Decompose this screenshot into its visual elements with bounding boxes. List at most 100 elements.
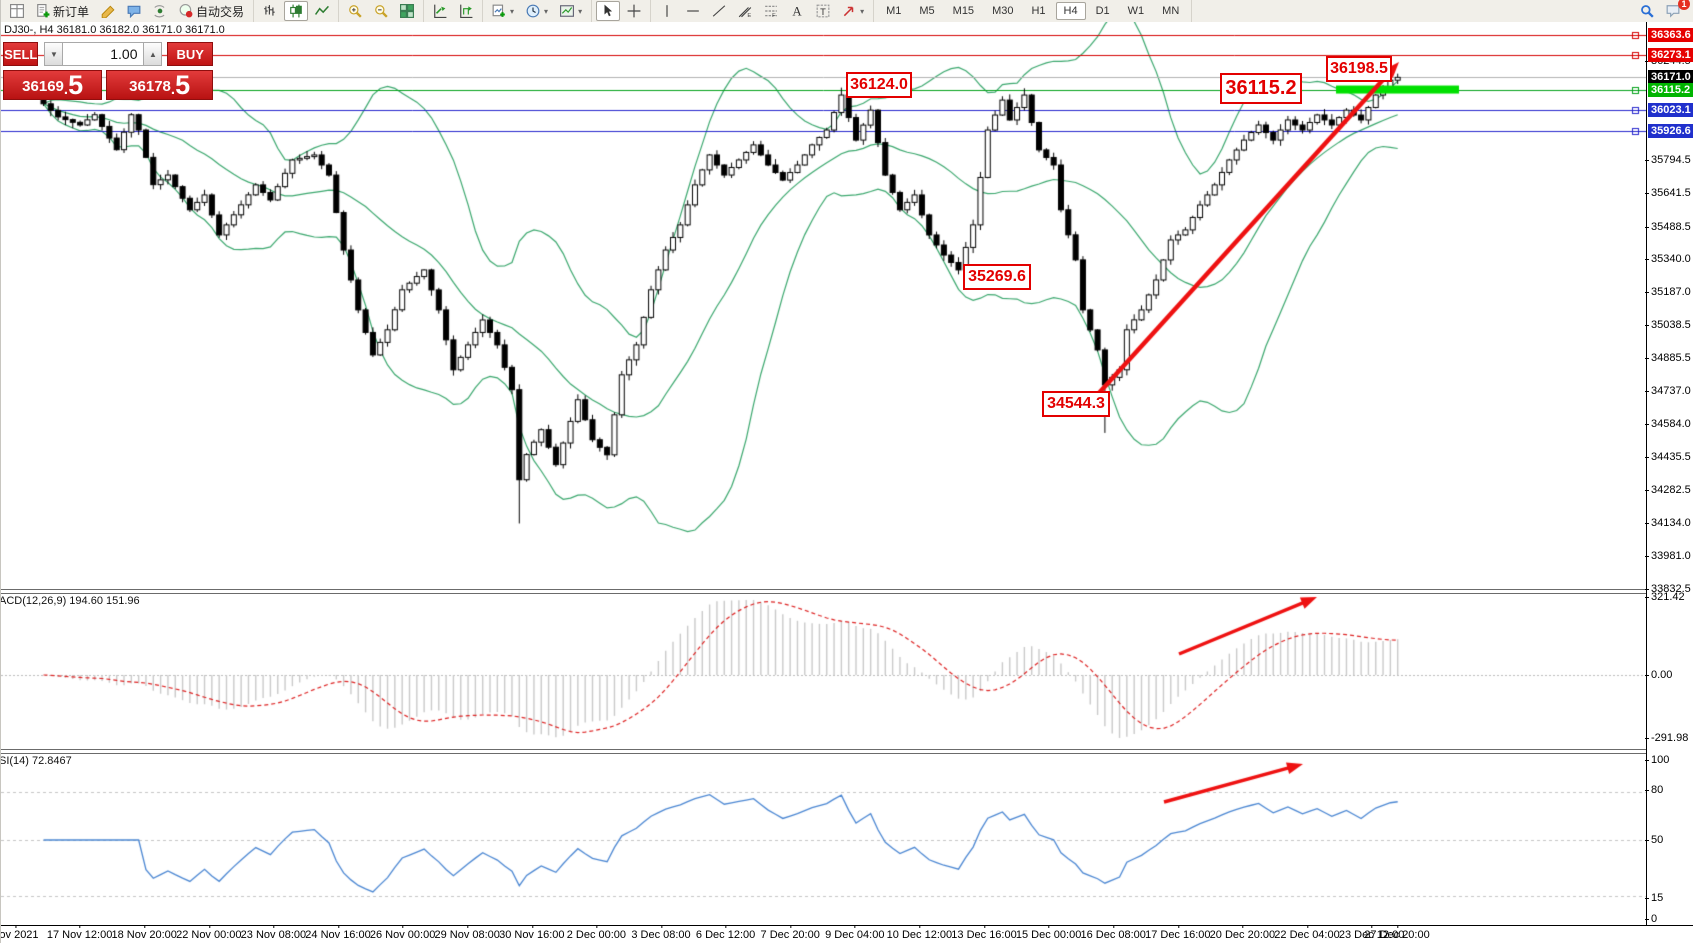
vertical-line-button[interactable] [655,1,679,21]
toolbar-group [254,0,340,22]
main-chart-pane[interactable]: DJ30-, H4 36181.0 36182.0 36171.0 36171.… [1,22,1646,589]
rsi-tick: 50 [1644,834,1664,846]
signals-button[interactable] [148,1,172,21]
tf-h1-button[interactable]: H1 [1031,5,1046,17]
rsi-label: SI(14) 72.8467 [0,755,72,767]
time-label: 26 Nov 00:00 [369,925,436,941]
arrows-button[interactable]: ▾ [837,1,869,21]
tf-m15-button[interactable]: M15 [952,5,975,17]
tile-windows-button[interactable] [395,1,419,21]
time-label: 16 Dec 08:00 [1080,925,1146,941]
horizontal-line-button[interactable] [681,1,705,21]
tf-w1-button[interactable]: W1 [1127,5,1145,17]
crosshair-icon [627,4,641,18]
time-label: 15 Dec 00:00 [1015,925,1082,941]
buy-price-display[interactable]: 36178. 5 [106,70,213,100]
tf-mn-button[interactable]: MN [1162,5,1180,17]
time-label: 17 Nov 12:00 [46,925,113,941]
macd-canvas[interactable] [1,592,1646,749]
sell-price-frac: 5 [68,70,84,100]
volume-input[interactable] [63,42,144,66]
svg-text:F: F [772,13,776,18]
pane-splitter[interactable] [1,749,1693,754]
indicators-button[interactable] [428,1,452,21]
cursor-button[interactable] [596,1,621,21]
svg-text:T: T [820,7,826,17]
price-tick: 34282.5 [1645,484,1691,497]
toolbar-group [592,0,652,22]
fibonacci-button[interactable]: F [759,1,783,21]
timeframes-menu-dropdown-icon[interactable]: ▾ [544,6,549,16]
zoom-in-button[interactable] [343,1,367,21]
price-badge-36115.2: 36115.2 [1648,82,1693,97]
tf-h4-button[interactable]: H4 [1055,2,1086,20]
text-button[interactable]: A [785,1,809,21]
crosshair-button[interactable] [622,1,646,21]
bar-chart-button[interactable] [258,1,282,21]
timeframes-menu-button[interactable]: ▾ [521,1,553,21]
notifications-button[interactable]: 1 [1661,0,1690,21]
price-annotation-35269.6: 35269.6 [963,264,1031,290]
zoom-out-button[interactable] [369,1,393,21]
buy-price-frac: 5 [175,70,191,100]
vline-icon [660,4,674,18]
search-icon [1640,4,1654,18]
periods-button[interactable] [454,1,478,21]
new-order-label: 新订单 [53,4,90,19]
trendline-button[interactable] [707,1,731,21]
pane-splitter[interactable] [1,589,1693,594]
tf-m30-button[interactable]: M30 [992,5,1014,17]
metaeditor-button[interactable] [96,1,120,21]
tf-m1-button[interactable]: M1 [886,5,902,17]
rsi-canvas[interactable] [1,752,1646,925]
buy-price-main: 36178 [129,78,171,95]
template-icon [492,4,506,18]
candlestick-chart-button[interactable] [284,1,309,21]
sell-button[interactable]: SELL [3,42,39,66]
macd-pane[interactable]: ACD(12,26,9) 194.60 151.96 [1,592,1646,749]
experts-dialog-button[interactable] [122,1,146,21]
price-axis[interactable]: 36244.535794.535641.535488.535340.035187… [1644,22,1693,925]
chat-icon [127,4,141,19]
buy-button[interactable]: BUY [167,42,213,66]
templates-dropdown-icon[interactable]: ▾ [510,6,515,16]
rsi-tick: 100 [1644,754,1670,766]
templates-button[interactable]: ▾ [487,1,519,21]
toolbar-group: M1 M5 M15 M30 H1 H4 D1 W1 MN [874,0,1193,22]
volume-increase-button[interactable]: ▲ [143,42,163,66]
price-badge-36171.0: 36171.0 [1648,70,1693,85]
macd-label: ACD(12,26,9) 194.60 151.96 [0,595,140,607]
price-tick: 33981.0 [1645,550,1691,563]
docplus-icon [36,4,50,18]
period-icon [459,4,473,18]
line-chart-button[interactable] [310,1,334,21]
sell-price-display[interactable]: 36169. 5 [3,70,103,100]
price-badge-35926.6: 35926.6 [1648,123,1693,138]
equidistant-channel-button[interactable]: E [733,1,757,21]
volume-decrease-button[interactable]: ▼ [44,42,64,66]
tf-m5-button[interactable]: M5 [919,5,935,17]
autotrading-button[interactable]: 自动交易 [174,0,249,23]
time-label: 22 Nov 00:00 [176,925,242,941]
textT-icon: T [816,4,830,18]
profiles-button[interactable]: ▾ [555,1,587,21]
time-label: 22 Dec 04:00 [1274,925,1340,941]
zoomout-icon [374,4,388,18]
price-annotation-34544.3: 34544.3 [1042,391,1110,417]
price-chart-canvas[interactable] [1,22,1646,589]
rsi-pane[interactable]: SI(14) 72.8467 [1,752,1646,925]
one-click-trade-panel: SELL ▼ ▲ BUY 36169.5 36178.5 [3,42,213,100]
profiles-dropdown-icon[interactable]: ▾ [578,6,583,16]
price-annotation-36115.2: 36115.2 [1220,73,1302,104]
text-label-button[interactable]: T [811,1,835,21]
time-label: Nov 2021 [1,925,39,941]
search-button[interactable] [1635,1,1659,21]
svg-text:A: A [792,5,802,18]
new-order-button[interactable]: 新订单 [31,0,94,23]
autotrading-label: 自动交易 [196,4,245,19]
tf-d1-button[interactable]: D1 [1095,5,1110,17]
arrows-dropdown-icon[interactable]: ▾ [860,6,865,16]
market-watch-button[interactable] [5,1,29,21]
macd-tick: 0.00 [1644,669,1673,681]
